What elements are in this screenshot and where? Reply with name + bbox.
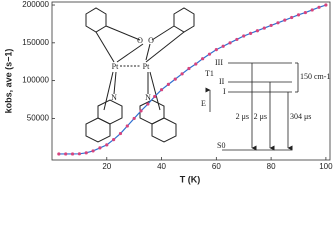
- y-tick-label: 50000: [27, 114, 50, 123]
- data-point: [180, 72, 184, 76]
- data-point: [324, 3, 328, 7]
- data-point: [248, 31, 253, 35]
- level-label: I: [223, 87, 226, 96]
- data-point: [194, 62, 198, 66]
- data-point: [269, 23, 273, 28]
- data-point: [242, 34, 246, 38]
- data-point: [228, 41, 232, 45]
- data-point: [77, 152, 81, 156]
- atom-label: Pt: [112, 62, 119, 71]
- lifetime-label: 304 μs: [290, 112, 311, 121]
- y-tick-label: 150000: [22, 38, 49, 47]
- level-label: III: [215, 58, 223, 67]
- molecule-structure: [85, 7, 195, 143]
- data-point: [276, 21, 280, 25]
- data-point: [159, 88, 164, 92]
- data-point: [290, 15, 294, 20]
- level-label: II: [219, 77, 225, 86]
- data-point: [283, 18, 287, 22]
- level-label: T1: [205, 69, 214, 78]
- data-point: [57, 152, 61, 156]
- data-point: [303, 10, 307, 15]
- x-tick-label: 40: [157, 162, 166, 171]
- data-point: [118, 131, 123, 136]
- atom-label: O: [148, 36, 154, 45]
- lifetime-label: 2 μs: [236, 112, 249, 121]
- data-point: [112, 137, 116, 142]
- data-point: [139, 109, 143, 113]
- x-tick-label: 60: [212, 162, 221, 171]
- chart: T (K) kobs, ave (s−1) O O Pt Pt N N III …: [3, 0, 333, 184]
- data-point: [201, 57, 205, 61]
- data-point: [187, 66, 191, 71]
- data-point: [255, 29, 260, 33]
- molecule-labels: O O Pt Pt N N: [111, 36, 154, 102]
- data-point: [262, 26, 266, 30]
- energy-diagram: III II I T1 E 150 cm-1 S0 2 μs 2 μs 304 …: [201, 58, 330, 151]
- atom-label: N: [111, 93, 117, 102]
- y-axis-label: kobs, ave (s−1): [3, 49, 13, 114]
- data-point: [207, 52, 212, 56]
- data-point: [296, 13, 301, 17]
- x-tick-label: 20: [102, 162, 111, 171]
- energy-label: E: [201, 99, 206, 108]
- atom-label: N: [145, 93, 151, 102]
- data-point: [146, 102, 150, 106]
- data-point: [91, 149, 95, 153]
- data-point: [317, 5, 321, 9]
- data-point: [105, 143, 109, 147]
- data-point: [310, 8, 314, 12]
- data-point: [70, 152, 75, 156]
- data-point: [98, 146, 102, 150]
- data-point: [214, 48, 218, 52]
- data-point: [235, 37, 239, 42]
- atom-label: Pt: [143, 62, 150, 71]
- data-point: [173, 77, 177, 81]
- series-line: [58, 4, 327, 155]
- x-axis-label: T (K): [180, 174, 201, 184]
- level-label: S0: [217, 141, 225, 150]
- data-point: [132, 116, 136, 121]
- y-tick-label: 100000: [22, 76, 49, 85]
- data-point: [84, 151, 88, 155]
- data-point: [153, 94, 157, 99]
- lifetime-label: 2 μs: [254, 112, 267, 121]
- data-point: [64, 152, 68, 156]
- data-point: [166, 82, 171, 87]
- atom-label: O: [137, 36, 143, 45]
- data-point: [125, 124, 129, 128]
- x-tick-label: 80: [267, 162, 276, 171]
- x-tick-label: 100: [319, 162, 333, 171]
- y-tick-label: 200000: [22, 0, 49, 9]
- gap-label: 150 cm-1: [300, 72, 330, 81]
- data-point: [221, 44, 225, 48]
